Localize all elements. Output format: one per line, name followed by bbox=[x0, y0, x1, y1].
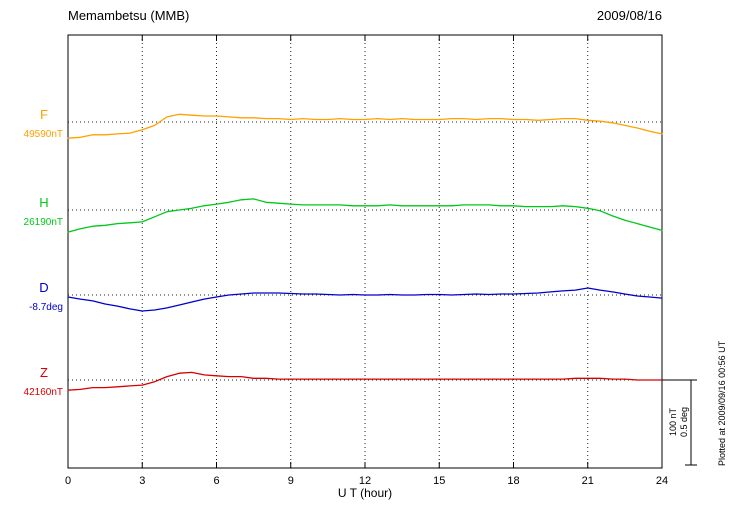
trace-D bbox=[67, 287, 663, 312]
plotted-at-label: Plotted at 2009/09/16 00:56 UT bbox=[717, 340, 727, 466]
date-label: 2009/08/16 bbox=[597, 8, 662, 23]
scale-bar-nt-label: 100 nT bbox=[668, 407, 678, 436]
series-value-F: 49590nT bbox=[24, 129, 63, 140]
series-value-H: 26190nT bbox=[24, 217, 63, 228]
x-tick-label: 24 bbox=[656, 475, 668, 487]
x-tick-label: 21 bbox=[582, 475, 594, 487]
plot-area: 0 3 6 9 12 15 18 21 24 F 49590nT H 26190nT D -8.7deg Z 4… bbox=[24, 35, 668, 487]
x-tick-label: 15 bbox=[433, 475, 445, 487]
series-name-Z: Z bbox=[40, 365, 48, 380]
x-axis-label: U T (hour) bbox=[338, 486, 392, 500]
series-value-Z: 42160nT bbox=[24, 387, 63, 398]
trace-F bbox=[67, 113, 663, 139]
x-tick-label: 12 bbox=[359, 475, 371, 487]
series-value-D: -8.7deg bbox=[29, 302, 63, 313]
x-tick-label: 9 bbox=[288, 475, 294, 487]
series-name-D: D bbox=[39, 280, 48, 295]
series-name-F: F bbox=[40, 107, 48, 122]
scale-bar-deg-label: 0.5 deg bbox=[679, 407, 689, 437]
x-tick-label: 3 bbox=[139, 475, 145, 487]
x-tick-label: 0 bbox=[65, 475, 71, 487]
trace-Z bbox=[67, 371, 663, 391]
series-name-H: H bbox=[39, 195, 48, 210]
x-tick-label: 18 bbox=[507, 475, 519, 487]
station-title: Memambetsu (MMB) bbox=[68, 8, 189, 23]
scale-bar: 100 nT 0.5 deg bbox=[662, 379, 697, 466]
trace-H bbox=[67, 198, 663, 233]
x-tick-label: 6 bbox=[213, 475, 219, 487]
